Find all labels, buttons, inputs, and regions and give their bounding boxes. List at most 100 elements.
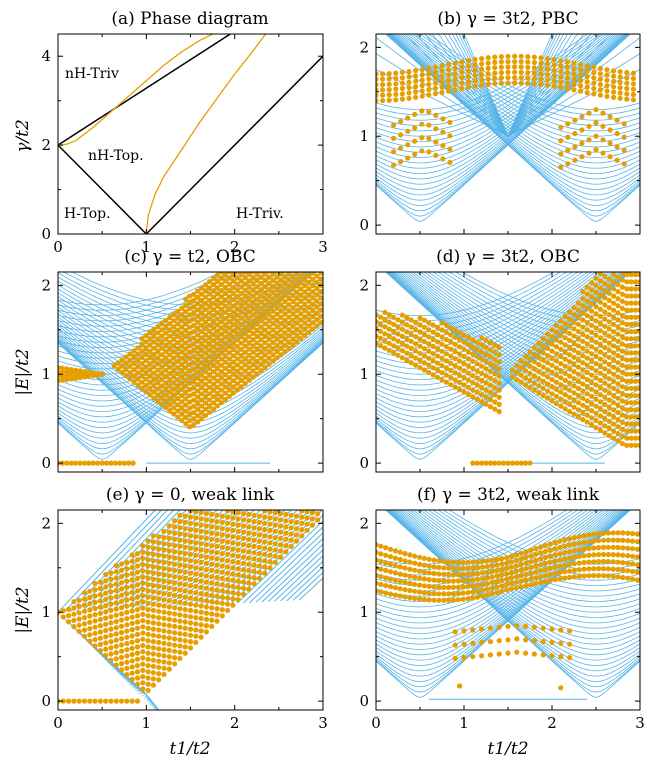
orange-dot	[531, 59, 538, 66]
orange-dot	[246, 555, 252, 561]
orange-dot	[171, 411, 177, 417]
orange-dot	[475, 582, 481, 588]
orange-dot	[246, 278, 252, 284]
orange-dot	[246, 296, 252, 302]
orange-dot	[605, 559, 611, 565]
orange-dot	[278, 265, 283, 270]
orange-dot	[564, 80, 571, 86]
orange-dot	[278, 314, 284, 320]
orange-dot	[417, 329, 423, 335]
orange-dot	[230, 583, 236, 590]
orange-dot	[193, 608, 199, 614]
orange-dot	[218, 300, 224, 306]
orange-dot	[597, 342, 604, 348]
band-line	[58, 510, 156, 613]
orange-dot	[470, 358, 476, 364]
orange-dot	[450, 578, 456, 584]
orange-dot	[134, 650, 141, 656]
orange-dot	[246, 536, 252, 542]
orange-dot	[124, 634, 130, 640]
orange-dot	[545, 388, 551, 394]
orange-dot	[567, 655, 573, 661]
orange-dot	[575, 400, 582, 406]
orange-dot	[214, 512, 220, 518]
orange-dot	[147, 379, 153, 385]
orange-dot	[139, 379, 145, 385]
panel-e-xtick-label: 1	[142, 714, 152, 732]
orange-dot	[167, 377, 173, 383]
orange-dot	[271, 265, 276, 270]
orange-dot	[172, 549, 178, 555]
orange-dot	[191, 341, 197, 347]
orange-dot	[518, 550, 524, 556]
orange-dot	[531, 70, 538, 76]
orange-dot	[514, 636, 520, 642]
orange-dot	[242, 356, 248, 362]
orange-dot	[617, 90, 623, 96]
orange-dot	[518, 59, 524, 65]
orange-dot	[494, 562, 500, 568]
orange-dot	[129, 698, 135, 704]
orange-dot	[528, 582, 534, 588]
orange-dot	[95, 371, 101, 377]
orange-dot	[131, 367, 137, 373]
orange-dot	[156, 671, 162, 677]
orange-dot	[198, 360, 205, 366]
orange-dot	[182, 600, 188, 606]
orange-dot	[274, 286, 280, 292]
orange-dot	[606, 290, 612, 296]
orange-dot	[398, 159, 404, 165]
band-line	[267, 549, 323, 602]
orange-dot	[302, 314, 308, 320]
orange-dot	[504, 576, 510, 582]
orange-dot	[302, 295, 308, 301]
orange-dot	[177, 543, 183, 550]
band-line	[376, 34, 629, 196]
orange-dot	[426, 92, 432, 98]
orange-dot	[408, 360, 414, 366]
orange-dot	[113, 650, 119, 656]
orange-dot	[166, 548, 172, 554]
orange-dot	[218, 319, 224, 325]
orange-dot	[240, 523, 247, 529]
orange-dot	[513, 568, 520, 574]
orange-dot	[597, 385, 604, 391]
orange-dot	[97, 610, 103, 616]
orange-dot	[246, 549, 252, 555]
orange-dot	[226, 387, 232, 393]
orange-dot	[210, 394, 217, 400]
orange-dot	[182, 544, 188, 550]
orange-dot	[376, 340, 379, 346]
orange-dot	[177, 624, 183, 630]
orange-dot	[187, 645, 194, 651]
orange-dot	[549, 398, 555, 404]
orange-dot	[219, 600, 225, 606]
orange-dot	[421, 360, 427, 366]
orange-dot	[604, 72, 610, 78]
orange-dot	[117, 460, 123, 466]
orange-dot	[222, 322, 228, 328]
orange-dot	[557, 557, 563, 563]
orange-dot	[479, 66, 485, 72]
orange-dot	[586, 110, 592, 116]
orange-dot	[610, 559, 616, 565]
orange-dot	[266, 299, 272, 305]
band-line	[391, 510, 640, 656]
orange-dot	[483, 359, 489, 365]
orange-dot	[426, 334, 432, 340]
orange-dot	[579, 154, 585, 160]
phase-boundary-line	[145, 55, 323, 234]
orange-dot	[395, 338, 401, 344]
orange-dot	[547, 578, 553, 584]
orange-dot	[240, 529, 247, 535]
orange-dot	[417, 589, 423, 595]
orange-dot	[439, 348, 445, 354]
orange-dot	[498, 64, 504, 70]
orange-dot	[514, 377, 520, 383]
orange-dot	[238, 321, 244, 327]
orange-dot	[558, 403, 564, 409]
orange-dot	[624, 364, 630, 370]
orange-dot	[430, 351, 436, 357]
orange-dot	[615, 289, 621, 295]
orange-dot	[393, 70, 399, 76]
